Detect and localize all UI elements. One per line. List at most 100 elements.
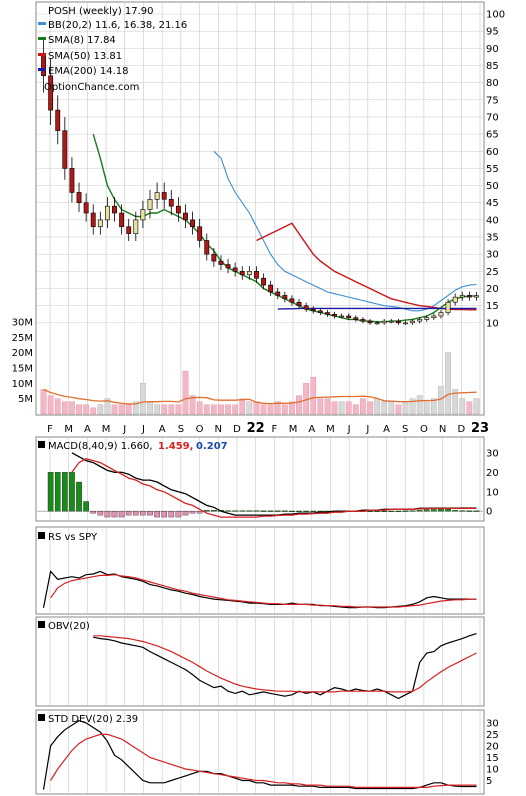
macd-histogram-bar xyxy=(289,510,295,512)
volume-bar xyxy=(168,404,175,415)
volume-bar xyxy=(260,404,267,415)
candle-body xyxy=(459,295,465,298)
x-tick-label: 22 xyxy=(247,421,265,436)
volume-bar xyxy=(367,401,373,415)
x-tick-label: M xyxy=(102,424,111,435)
macd-histogram-bar xyxy=(62,472,68,512)
stddev-y-tick-label: 5 xyxy=(486,776,492,787)
stddev-grid xyxy=(49,711,481,793)
x-tick-label: J xyxy=(347,424,351,435)
macd-histogram-bar xyxy=(140,511,146,516)
volume-bar xyxy=(203,404,210,415)
legend-label-sma8: SMA(8) 17.84 xyxy=(48,35,116,46)
candle-body xyxy=(69,168,75,193)
macd-histogram-bar xyxy=(154,511,160,518)
candle-body xyxy=(104,205,110,221)
macd-histogram-bar xyxy=(416,510,423,512)
candle-body xyxy=(218,260,224,265)
macd-histogram-bar xyxy=(196,511,203,514)
volume-bar xyxy=(310,377,317,415)
candle-body xyxy=(119,212,125,228)
candle-body xyxy=(452,296,458,303)
x-tick-label: O xyxy=(196,424,204,435)
x-tick-label: S xyxy=(402,424,408,435)
macd-histogram-bar xyxy=(367,510,373,512)
candle-body xyxy=(62,130,68,169)
macd-histogram-bar xyxy=(225,510,231,512)
obv-lines xyxy=(93,633,477,700)
macd-legend-swatch xyxy=(38,441,45,448)
x-tick-label: A xyxy=(159,424,166,435)
macd-histogram-bar xyxy=(310,510,317,512)
volume-bar xyxy=(423,401,430,415)
obv-average-line xyxy=(93,635,477,693)
candle-body xyxy=(310,308,316,312)
volume-bars xyxy=(40,352,480,415)
rs-title: RS vs SPY xyxy=(48,532,98,543)
volume-tick-label: 25M xyxy=(12,333,33,344)
legend-entry: SMA(8) 17.84 xyxy=(38,35,116,46)
candle-body xyxy=(140,209,146,221)
legend-entry: BB(20,2) 11.6, 16.38, 21.16 xyxy=(38,20,187,31)
rs-panel-frame xyxy=(35,526,485,615)
macd-histogram-bar xyxy=(423,509,430,512)
x-tick-label: F xyxy=(47,424,53,435)
y-tick-label: 15 xyxy=(486,301,499,312)
y-tick-label: 80 xyxy=(486,78,499,89)
volume-bar xyxy=(54,398,61,415)
volume-bar xyxy=(445,352,451,415)
candle-body xyxy=(41,54,46,77)
macd-lines xyxy=(71,452,477,518)
volume-bar xyxy=(175,404,182,415)
legend-entry: EMA(200) 14.18 xyxy=(38,66,128,77)
volume-bar xyxy=(281,404,288,415)
volume-bar xyxy=(416,395,423,415)
macd-histogram-bar xyxy=(147,511,153,516)
macd-histogram-bar xyxy=(175,511,182,518)
macd-histogram-bar xyxy=(274,510,281,512)
volume-bar xyxy=(83,404,89,415)
candle-body xyxy=(374,322,380,325)
volume-bar xyxy=(459,398,466,415)
stddev-y-tick-label: 20 xyxy=(486,741,499,752)
y-tick-label: 50 xyxy=(486,181,499,192)
candle-body xyxy=(303,305,309,310)
macd-histogram-bar xyxy=(211,510,217,512)
candle-body xyxy=(168,199,174,207)
candle-body xyxy=(204,240,210,255)
macd-hist-value: 0.207 xyxy=(196,441,228,452)
volume-bar xyxy=(125,404,132,415)
volume-bar xyxy=(473,398,480,415)
volume-bar xyxy=(132,401,139,415)
volume-bar xyxy=(239,398,246,415)
candle-body xyxy=(268,284,274,293)
y-tick-label: 85 xyxy=(486,61,499,72)
y-tick-label: 70 xyxy=(486,112,499,123)
candle-body xyxy=(246,271,252,276)
obv-title: OBV(20) xyxy=(48,621,90,632)
macd-histogram-bar xyxy=(431,509,437,512)
volume-bar xyxy=(196,401,203,415)
volume-tick-label: 10M xyxy=(12,379,33,390)
volume-bar xyxy=(69,401,75,415)
volume-bar xyxy=(90,407,97,415)
volume-bar xyxy=(296,395,302,415)
x-axis-ticks: F M A M J J A S O N D 22 F M A M J J A S O N D 23 xyxy=(47,421,489,436)
volume-bar xyxy=(161,404,168,415)
candle-body xyxy=(97,219,103,228)
y-tick-label: 45 xyxy=(486,198,499,209)
macd-histogram-bar xyxy=(90,511,97,514)
macd-histogram xyxy=(47,472,480,518)
macd-panel-frame xyxy=(35,436,485,522)
legend-label-ema200: EMA(200) 14.18 xyxy=(48,66,128,77)
macd-histogram-bar xyxy=(445,509,451,512)
macd-histogram-bar xyxy=(182,511,189,516)
candle-body xyxy=(332,313,337,317)
macd-title: MACD(8,40,9) 1.660, xyxy=(48,441,153,452)
y-tick-label: 60 xyxy=(486,147,499,158)
volume-bar xyxy=(345,401,352,415)
x-tick-label: J xyxy=(122,424,126,435)
volume-bar xyxy=(104,398,111,415)
volume-bar xyxy=(452,389,459,415)
